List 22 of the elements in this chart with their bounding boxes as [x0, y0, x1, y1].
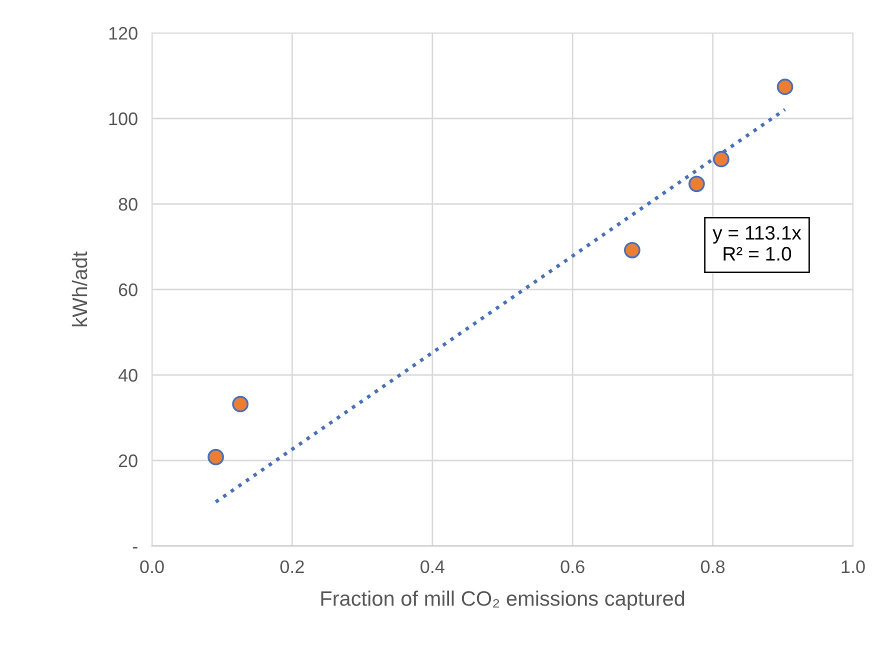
- x-tick-label: 0.6: [560, 560, 584, 574]
- x-tick-label: 0.8: [700, 560, 725, 574]
- x-tick-label: 0.2: [280, 560, 304, 574]
- y-tick-label: 100: [109, 112, 138, 126]
- point: [688, 176, 705, 192]
- x-tick-label: 1.0: [842, 560, 865, 574]
- point: [776, 78, 794, 96]
- x-tick-label: 0.4: [420, 560, 444, 574]
- point: [232, 396, 249, 412]
- annotation: y = 113.1x R² = 1.0: [712, 226, 802, 261]
- point: [208, 448, 224, 466]
- y-tick-label: 120: [109, 26, 138, 40]
- point: [713, 150, 730, 168]
- y-tick-label: 60: [118, 283, 138, 296]
- y-tick-label: 40: [118, 368, 138, 382]
- point: [624, 242, 640, 258]
- y-tick-label: 20: [118, 454, 138, 468]
- x-axis-title: Fraction of mill CO₂ emissions captured: [321, 590, 684, 610]
- y-tick-label: 80: [118, 198, 138, 211]
- y-axis-title: kWh/adt: [72, 251, 88, 326]
- x-tick-label: 0.0: [140, 560, 164, 574]
- y-tick-label: -: [132, 547, 138, 548]
